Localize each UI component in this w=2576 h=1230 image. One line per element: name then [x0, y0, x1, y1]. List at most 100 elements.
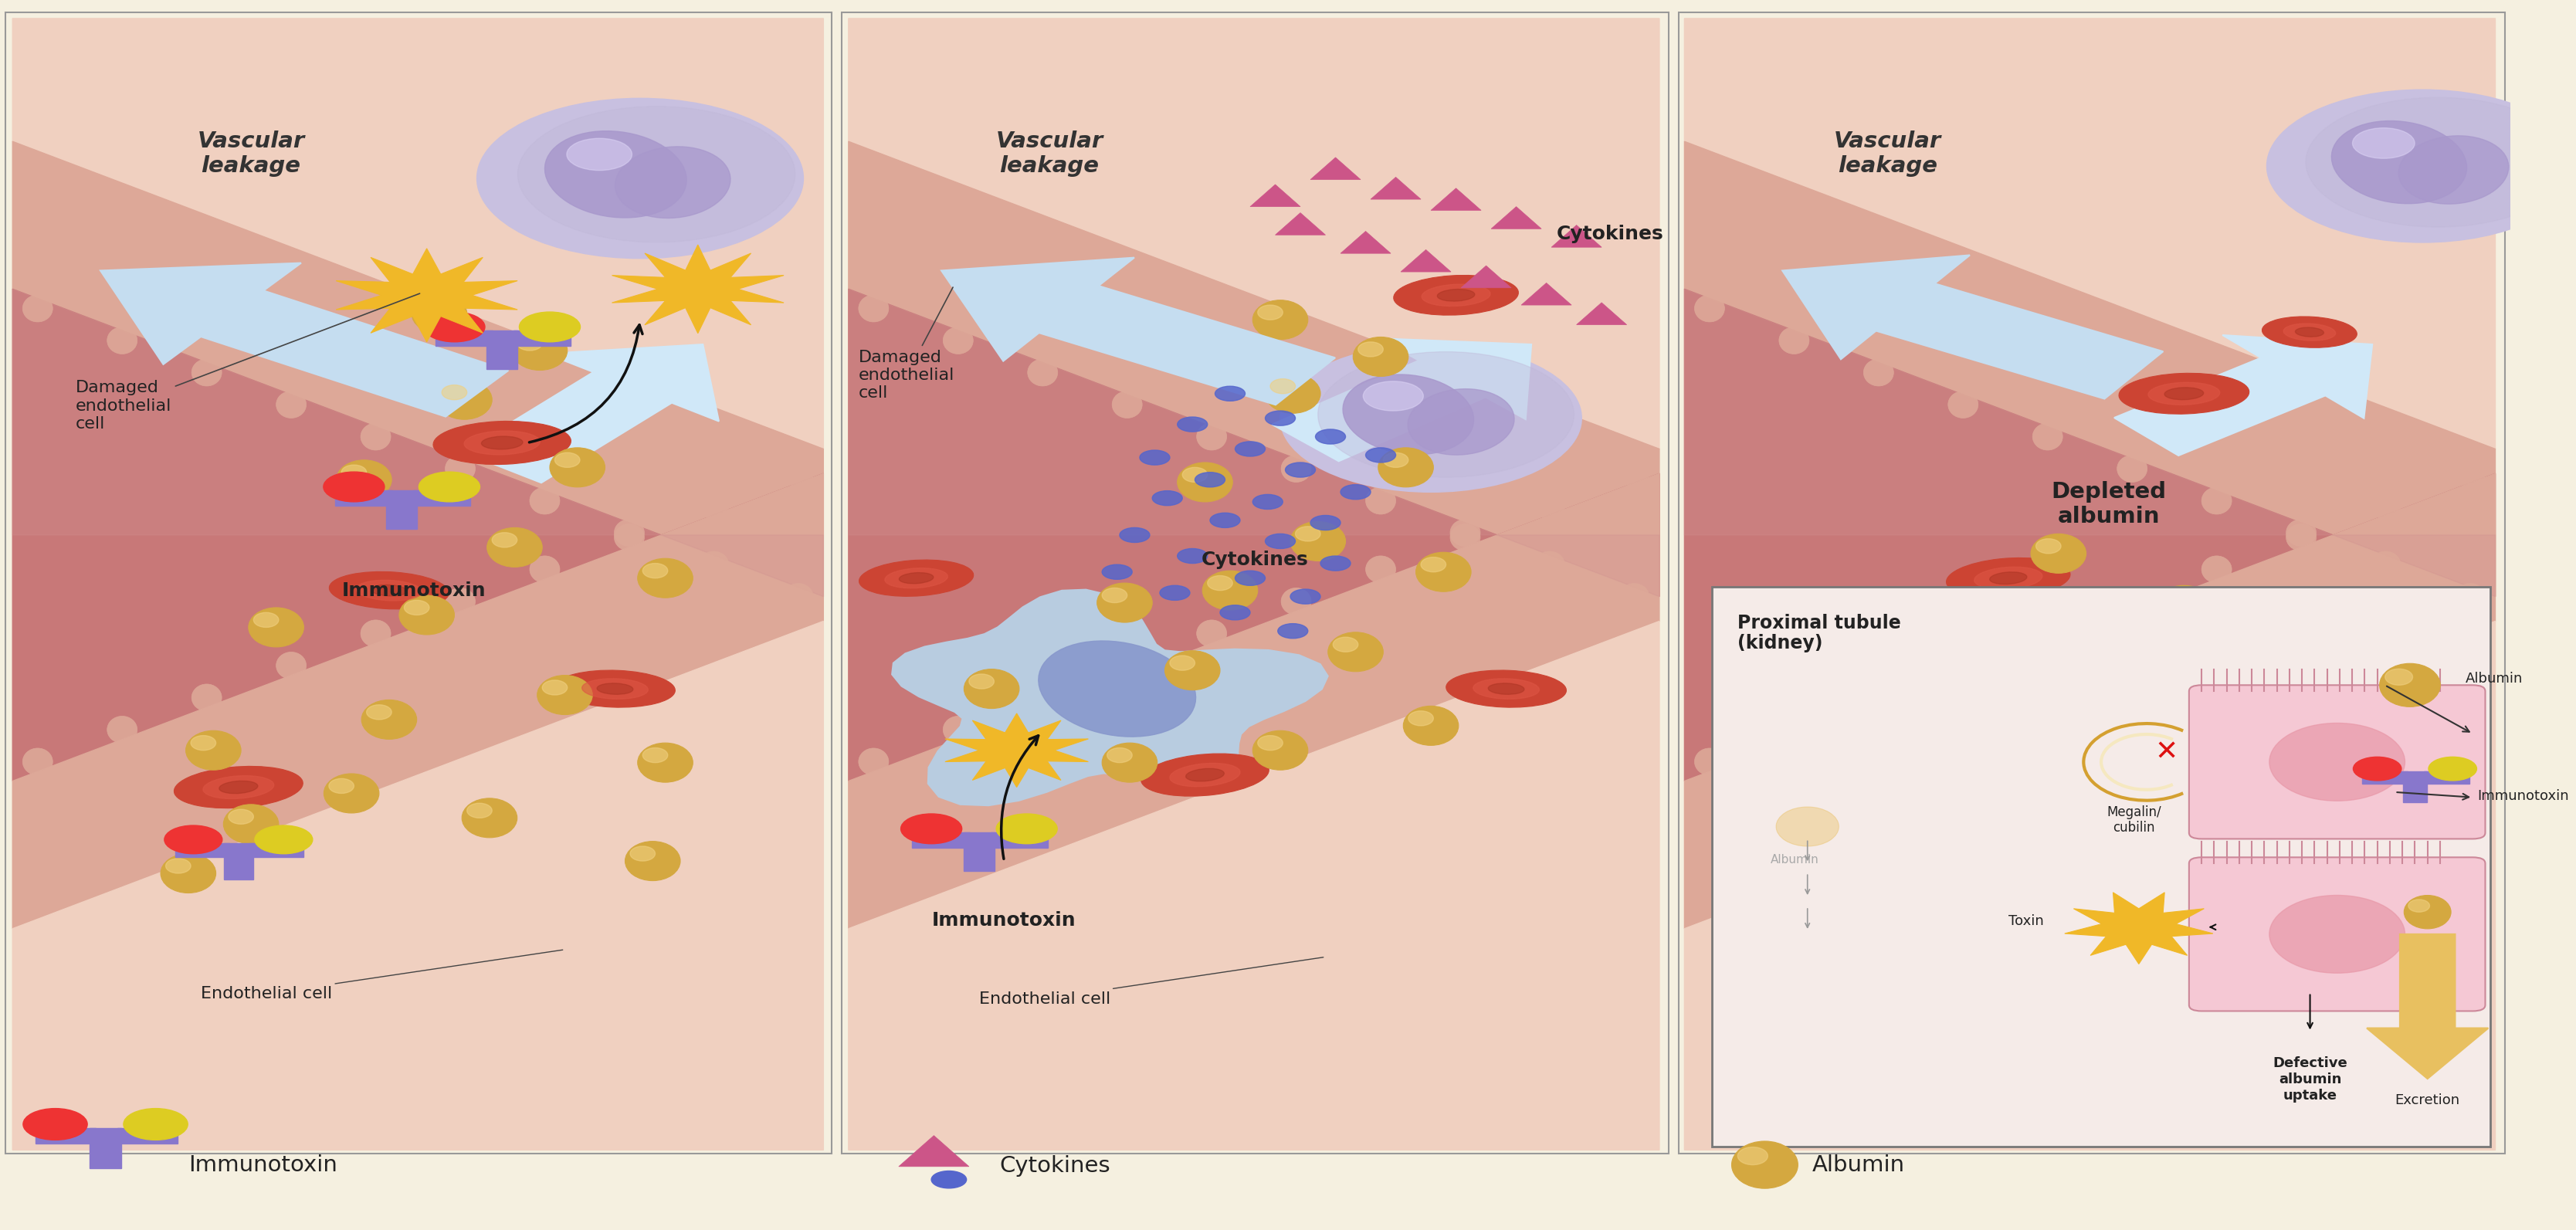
Ellipse shape	[1028, 684, 1059, 711]
Ellipse shape	[1108, 748, 1133, 763]
Polygon shape	[613, 245, 783, 333]
Ellipse shape	[446, 588, 477, 615]
Text: Endothelial cell: Endothelial cell	[979, 957, 1324, 1006]
Ellipse shape	[1265, 374, 1321, 413]
Ellipse shape	[531, 487, 559, 514]
Ellipse shape	[1038, 641, 1195, 737]
Text: Defective
albumin
uptake: Defective albumin uptake	[2272, 1057, 2347, 1102]
Ellipse shape	[554, 670, 675, 707]
Ellipse shape	[492, 533, 518, 547]
Text: Depleted
albumin: Depleted albumin	[2050, 481, 2166, 528]
Ellipse shape	[1450, 524, 1481, 551]
Ellipse shape	[1535, 492, 1564, 519]
Ellipse shape	[1437, 289, 1473, 301]
Circle shape	[2352, 128, 2414, 159]
Text: ✕: ✕	[2154, 739, 2179, 765]
Ellipse shape	[1103, 743, 1157, 782]
Polygon shape	[1249, 184, 1301, 207]
Polygon shape	[1492, 207, 1540, 229]
Ellipse shape	[219, 781, 258, 793]
Circle shape	[1316, 429, 1345, 444]
Ellipse shape	[518, 336, 541, 351]
Ellipse shape	[2269, 723, 2406, 801]
Ellipse shape	[461, 798, 518, 838]
Ellipse shape	[1775, 807, 1839, 846]
Ellipse shape	[1365, 487, 1396, 514]
Text: Proximal tubule
(kidney): Proximal tubule (kidney)	[1736, 614, 1901, 652]
Polygon shape	[1685, 289, 2496, 781]
Circle shape	[567, 139, 631, 171]
Circle shape	[2267, 90, 2576, 242]
Ellipse shape	[541, 680, 567, 695]
FancyBboxPatch shape	[1713, 587, 2491, 1146]
Ellipse shape	[438, 380, 492, 419]
Ellipse shape	[1332, 637, 1358, 652]
Circle shape	[1340, 485, 1370, 499]
Polygon shape	[13, 621, 824, 1150]
Ellipse shape	[613, 524, 644, 551]
Circle shape	[1195, 472, 1226, 487]
Ellipse shape	[1182, 467, 1208, 482]
Ellipse shape	[631, 846, 654, 861]
Circle shape	[1234, 571, 1265, 585]
Ellipse shape	[1422, 557, 1445, 572]
Circle shape	[165, 825, 222, 854]
FancyBboxPatch shape	[842, 12, 1669, 1154]
Ellipse shape	[1141, 754, 1270, 796]
Circle shape	[1365, 448, 1396, 462]
Ellipse shape	[191, 736, 216, 750]
Ellipse shape	[175, 766, 304, 808]
Text: Immunotoxin: Immunotoxin	[2478, 788, 2568, 803]
Bar	[90, 1134, 121, 1168]
Ellipse shape	[1257, 305, 1283, 320]
Polygon shape	[1275, 213, 1327, 235]
Bar	[386, 496, 417, 529]
Circle shape	[1762, 624, 2053, 766]
Ellipse shape	[598, 683, 634, 695]
Ellipse shape	[626, 841, 680, 881]
Circle shape	[1221, 605, 1249, 620]
Ellipse shape	[165, 859, 191, 873]
Ellipse shape	[2123, 726, 2244, 763]
Ellipse shape	[2331, 121, 2468, 204]
Ellipse shape	[2120, 373, 2249, 415]
Ellipse shape	[1862, 359, 1893, 386]
FancyArrow shape	[940, 257, 1334, 405]
Text: Cytokines: Cytokines	[1200, 550, 1309, 569]
Ellipse shape	[2166, 738, 2202, 750]
Polygon shape	[1577, 303, 1625, 325]
FancyArrow shape	[1783, 255, 2164, 399]
Polygon shape	[1522, 283, 1571, 305]
Text: Damaged
endothelial
cell: Damaged endothelial cell	[858, 288, 956, 401]
Ellipse shape	[1164, 651, 1221, 690]
Ellipse shape	[641, 748, 667, 763]
Polygon shape	[848, 141, 1659, 597]
Ellipse shape	[2455, 583, 2486, 610]
Ellipse shape	[361, 620, 392, 647]
Ellipse shape	[1989, 572, 2027, 584]
Ellipse shape	[1342, 374, 1473, 455]
Polygon shape	[13, 18, 824, 449]
Ellipse shape	[1177, 462, 1231, 502]
Ellipse shape	[613, 519, 644, 546]
Bar	[963, 833, 994, 847]
FancyArrow shape	[1273, 338, 1530, 461]
Ellipse shape	[1113, 391, 1141, 418]
Bar	[224, 843, 252, 857]
Text: Excretion: Excretion	[2396, 1093, 2460, 1107]
Circle shape	[520, 312, 580, 342]
Ellipse shape	[446, 455, 477, 482]
Circle shape	[1252, 494, 1283, 509]
Ellipse shape	[1862, 684, 1893, 711]
Circle shape	[425, 312, 484, 342]
Bar	[513, 331, 572, 346]
Bar	[90, 1128, 121, 1144]
Ellipse shape	[1185, 769, 1224, 781]
Ellipse shape	[1695, 295, 1723, 322]
Ellipse shape	[554, 453, 580, 467]
Ellipse shape	[1824, 653, 1950, 731]
Circle shape	[1321, 556, 1350, 571]
Ellipse shape	[108, 327, 137, 354]
Text: Damaged
endothelial
cell: Damaged endothelial cell	[75, 294, 420, 432]
Circle shape	[1291, 589, 1321, 604]
